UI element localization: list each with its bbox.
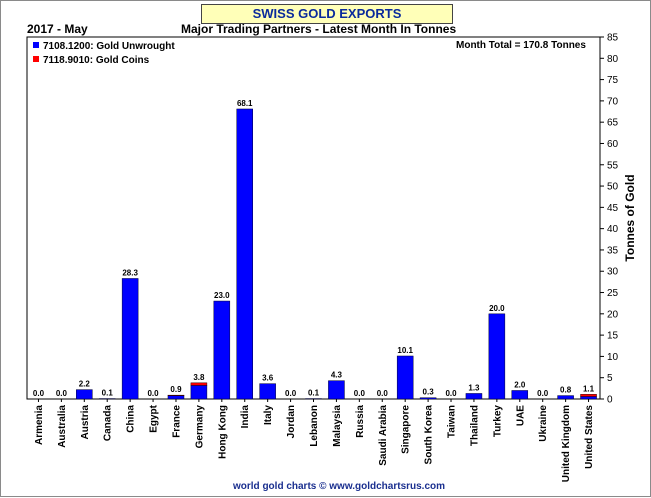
y-tick-label: 10 [607,352,619,363]
y-tick-label: 30 [607,267,619,278]
x-tick-label: Lebanon [309,405,320,447]
data-label: 0.1 [308,389,320,398]
data-label: 1.1 [583,384,595,393]
data-label: 68.1 [237,99,253,108]
bar-unwrought-19 [466,393,482,399]
x-tick-label: India [240,405,251,429]
x-tick-label: Germany [194,405,205,449]
bar-unwrought-7 [191,385,207,399]
bar-unwrought-2 [76,390,92,399]
bar-unwrought-24 [581,396,597,399]
x-tick-label: Egypt [149,404,160,432]
data-label: 4.3 [331,371,343,380]
x-tick-label: Russia [355,405,366,438]
y-tick-label: 70 [607,96,619,107]
data-label: 3.6 [262,374,274,383]
legend-swatch-coins [33,56,39,62]
x-tick-label: Saudi Arabia [378,405,389,466]
data-label: 3.8 [193,373,205,382]
bar-unwrought-4 [122,278,138,399]
bar-unwrought-16 [397,356,413,399]
legend-item-coins: 7118.9010: Gold Coins [33,55,149,66]
x-tick-label: Italy [263,405,274,425]
y-tick-label: 0 [607,395,613,406]
x-tick-label: Austria [80,405,91,440]
y-tick-label: 40 [607,224,619,235]
footer-credit: world gold charts © www.goldchartsrus.co… [233,481,445,492]
bar-unwrought-10 [260,384,276,399]
plot-area [27,37,600,399]
legend-item-unwrought: 7108.1200: Gold Unwrought [33,41,175,52]
bar-coins-24 [581,394,597,396]
y-tick-label: 5 [607,373,613,384]
data-label: 0.0 [537,389,549,398]
y-tick-label: 15 [607,331,619,342]
legend-label-unwrought: 7108.1200: Gold Unwrought [43,41,175,52]
data-label: 0.3 [423,388,435,397]
y-tick-label: 45 [607,203,619,214]
x-tick-label: UAE [515,405,526,426]
data-label: 0.9 [170,385,182,394]
data-label: 0.0 [445,389,457,398]
bar-unwrought-20 [489,314,505,399]
bar-unwrought-21 [512,390,528,399]
y-tick-label: 20 [607,309,619,320]
legend-swatch-unwrought [33,42,39,48]
x-tick-label: Australia [57,405,68,448]
data-label: 20.0 [489,304,505,313]
y-tick-label: 25 [607,288,619,299]
month-total-label: Month Total = 170.8 Tonnes [456,40,586,51]
bar-unwrought-13 [328,381,344,399]
x-tick-label: Turkey [492,405,503,437]
data-label: 2.0 [514,380,526,389]
x-tick-label: Malaysia [332,405,343,447]
x-tick-label: France [171,405,182,438]
x-tick-label: Armenia [34,405,45,445]
x-tick-label: Jordan [286,405,297,438]
y-tick-label: 85 [607,33,619,44]
data-label: 28.3 [122,268,138,277]
data-label: 0.0 [285,389,297,398]
y-tick-label: 50 [607,182,619,193]
data-label: 0.0 [56,389,68,398]
data-label: 0.8 [560,386,572,395]
x-tick-label: Singapore [401,405,412,454]
x-tick-label: Canada [103,405,114,442]
x-tick-label: Taiwan [447,405,458,438]
bar-coins-7 [191,383,207,386]
y-tick-label: 80 [607,54,619,65]
x-tick-label: Thailand [469,405,480,446]
data-label: 0.0 [377,389,389,398]
bar-unwrought-17 [420,398,436,399]
x-tick-label: Ukraine [538,405,549,442]
data-label: 0.0 [354,389,366,398]
data-label: 2.2 [79,380,91,389]
y-tick-label: 55 [607,160,619,171]
bar-unwrought-9 [237,109,253,399]
data-label: 23.0 [214,291,230,300]
x-tick-label: China [126,405,137,433]
data-label: 0.1 [102,389,114,398]
x-tick-label: South Korea [424,405,435,465]
data-label: 10.1 [397,346,413,355]
x-tick-label: United States [584,405,595,469]
bar-unwrought-6 [168,396,184,399]
bar-unwrought-23 [558,396,574,399]
y-tick-label: 75 [607,75,619,86]
y-axis-label: Tonnes of Gold [623,174,637,261]
legend-label-coins: 7118.9010: Gold Coins [43,55,149,66]
y-tick-label: 65 [607,118,619,129]
bar-unwrought-8 [214,301,230,399]
y-tick-label: 60 [607,139,619,150]
data-label: 0.0 [33,389,45,398]
data-label: 1.3 [468,383,480,392]
x-tick-label: United Kingdom [561,405,572,482]
x-tick-label: Hong Kong [217,405,228,459]
data-label: 0.0 [147,389,159,398]
y-tick-label: 35 [607,245,619,256]
